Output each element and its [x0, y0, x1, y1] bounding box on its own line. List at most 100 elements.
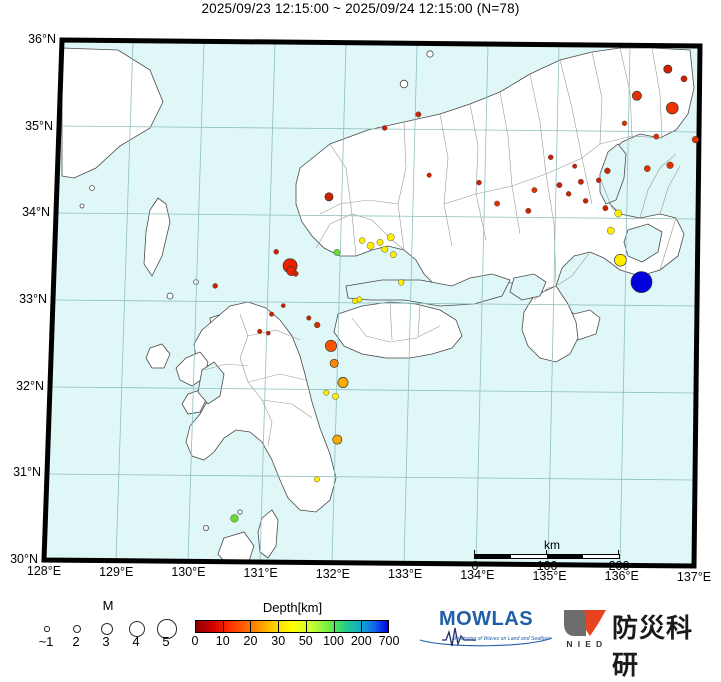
land-tanegashima: [257, 509, 279, 559]
earthquake-marker[interactable]: [548, 154, 554, 160]
scale-bar-widget: km 0 100 200: [472, 538, 632, 573]
water-osaka-bay: [509, 273, 547, 301]
earthquake-marker[interactable]: [494, 200, 500, 207]
earthquake-marker[interactable]: [329, 358, 339, 368]
earthquake-marker[interactable]: [596, 177, 602, 183]
earthquake-marker[interactable]: [386, 233, 395, 242]
land-korea-southeast: [61, 47, 164, 179]
earthquake-marker[interactable]: [531, 187, 538, 194]
nied-logo: N I E D 防災科研: [560, 606, 710, 680]
earthquake-marker[interactable]: [691, 136, 699, 144]
earthquake-marker[interactable]: [398, 279, 405, 286]
earthquake-marker[interactable]: [366, 241, 375, 250]
depth-legend-title: Depth[km]: [262, 600, 323, 615]
earthquake-marker[interactable]: [653, 133, 660, 140]
magnitude-symbols: [28, 616, 188, 639]
earthquake-marker[interactable]: [376, 239, 384, 246]
lon-tick-label: 131°E: [243, 566, 278, 580]
earthquake-marker[interactable]: [381, 245, 389, 253]
earthquake-marker[interactable]: [578, 178, 584, 185]
earthquake-marker[interactable]: [281, 303, 286, 308]
earthquake-marker[interactable]: [313, 476, 320, 483]
land-goto-islands: [145, 343, 171, 369]
earthquake-marker[interactable]: [582, 198, 589, 204]
earthquake-marker[interactable]: [663, 64, 673, 74]
earthquake-marker[interactable]: [257, 328, 263, 334]
earthquake-marker[interactable]: [525, 207, 532, 214]
depth-label: 30: [271, 634, 286, 648]
depth-legend: Depth[km] 0 10 20 30 50 100 200 700: [190, 600, 400, 650]
earthquake-marker[interactable]: [476, 179, 482, 186]
mowlas-tagline: Monitoring of Waves on Land and Seafloor: [452, 636, 551, 642]
lon-tick-label: 134°E: [460, 568, 495, 582]
earthquake-marker[interactable]: [426, 172, 432, 178]
depth-label: 50: [298, 634, 313, 648]
earthquake-marker[interactable]: [306, 315, 312, 321]
earthquake-marker[interactable]: [614, 209, 623, 218]
magnitude-legend: M ~1 2 3 4 5: [28, 598, 188, 650]
scale-tick-200: 200: [608, 559, 630, 573]
earthquake-marker[interactable]: [572, 163, 578, 169]
landmass-layer: [61, 47, 695, 566]
earthquake-marker[interactable]: [643, 165, 651, 172]
map-panel[interactable]: km 0 100 200: [0, 18, 721, 573]
magnitude-symbol: [100, 622, 114, 636]
earthquake-marker[interactable]: [332, 392, 339, 400]
depth-colorbar-ticks: [195, 620, 389, 633]
earthquake-marker[interactable]: [212, 283, 218, 289]
earthquake-marker[interactable]: [333, 249, 341, 256]
lon-tick-label: 135°E: [532, 568, 567, 583]
depth-label: 200: [350, 634, 372, 648]
earthquake-marker[interactable]: [292, 270, 299, 277]
earthquake-marker[interactable]: [337, 377, 349, 388]
meridian-131E: [259, 42, 276, 563]
parallel-33N: [55, 299, 697, 307]
land-islet-8: [79, 203, 85, 209]
earthquake-marker[interactable]: [230, 514, 239, 523]
depth-tick: [361, 620, 363, 633]
earthquake-marker[interactable]: [680, 75, 688, 83]
earthquake-marker[interactable]: [324, 192, 334, 202]
earthquake-marker[interactable]: [606, 226, 615, 235]
earthquake-marker[interactable]: [631, 90, 642, 101]
earthquake-marker[interactable]: [604, 167, 611, 174]
earthquake-marker[interactable]: [324, 339, 338, 352]
earthquake-marker-layer[interactable]: [212, 64, 699, 523]
earthquake-marker[interactable]: [666, 101, 679, 115]
lat-tick-label: 34°N: [22, 205, 50, 220]
depth-label: 100: [323, 634, 344, 648]
earthquake-marker[interactable]: [273, 249, 279, 255]
magnitude-symbol: [44, 626, 50, 632]
earthquake-marker[interactable]: [556, 182, 563, 189]
map-frame: [41, 37, 703, 569]
magnitude-label: 2: [72, 634, 80, 649]
parallel-31N: [47, 473, 695, 481]
land-islet-1: [166, 292, 174, 300]
magnitude-symbol: [72, 624, 82, 634]
depth-label: 700: [378, 634, 400, 648]
earthquake-marker[interactable]: [565, 191, 572, 197]
depth-label: 20: [243, 634, 258, 648]
earthquake-marker[interactable]: [602, 205, 609, 212]
mowlas-wordmark: MOWLAS: [438, 608, 534, 630]
depth-tick: [333, 620, 335, 633]
earthquake-marker[interactable]: [352, 298, 358, 304]
land-island-tsushima: [143, 197, 171, 277]
earthquake-marker[interactable]: [314, 321, 321, 329]
earthquake-marker[interactable]: [359, 237, 366, 244]
earthquake-marker[interactable]: [332, 434, 343, 445]
scale-tick-0: 0: [471, 559, 479, 573]
earthquake-marker[interactable]: [323, 389, 330, 396]
magnitude-label: 3: [102, 634, 110, 649]
earthquake-marker[interactable]: [266, 330, 271, 336]
earthquake-marker[interactable]: [382, 125, 388, 131]
earthquake-marker[interactable]: [666, 161, 674, 169]
depth-tick: [250, 620, 252, 633]
map-canvas[interactable]: [0, 18, 721, 570]
earthquake-marker[interactable]: [415, 111, 422, 118]
earthquake-marker[interactable]: [389, 251, 397, 258]
earthquake-marker[interactable]: [614, 253, 627, 267]
earthquake-marker[interactable]: [630, 271, 653, 293]
earthquake-marker[interactable]: [269, 311, 275, 317]
earthquake-marker[interactable]: [621, 120, 628, 126]
